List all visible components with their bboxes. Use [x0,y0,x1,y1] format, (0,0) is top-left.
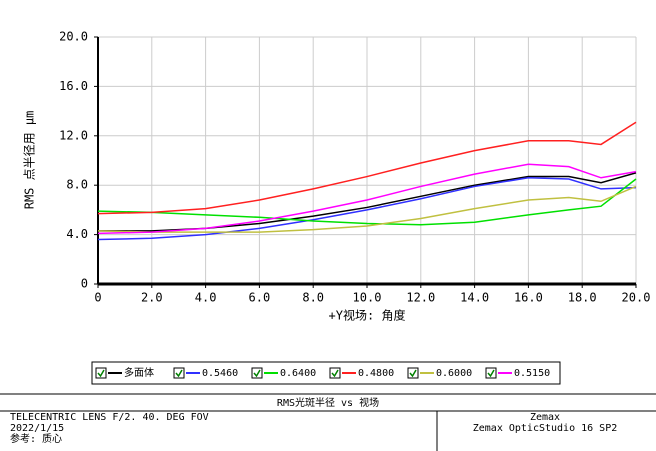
legend-check [409,369,417,378]
y-tick-label: 12.0 [59,128,88,142]
y-tick-label: 20.0 [59,30,88,44]
legend-label: 多面体 [124,366,154,379]
x-tick-label: 10.0 [353,291,382,305]
x-tick-label: 18.0 [568,291,597,305]
y-tick-label: 16.0 [59,79,88,93]
footer-text: 参考: 质心 [10,432,62,445]
x-tick-label: 14.0 [460,291,489,305]
legend-checkbox [407,367,419,379]
x-tick-label: 8.0 [302,291,324,305]
series-line [97,185,637,233]
series-line [97,178,637,226]
footer-text: Zemax OpticStudio 16 SP2 [473,423,618,434]
x-axis-label: +Y视场: 角度 [329,308,406,323]
legend-box [91,361,561,385]
legend-checkbox [95,367,107,379]
legend-label: 0.5460 [202,368,238,379]
legend-label: 0.4800 [358,368,394,379]
x-tick-label: 12.0 [406,291,435,305]
x-tick-label: 4.0 [195,291,217,305]
legend-label: 0.6000 [436,368,472,379]
series-line [97,163,637,235]
legend-check [253,369,261,378]
footer-text: Zemax [530,412,560,423]
legend-check [331,369,339,378]
series-line [97,177,637,241]
y-tick-label: 8.0 [66,178,88,192]
x-tick-label: 0 [94,291,101,305]
y-axis-label: RMS 点半径用 μm [23,111,37,210]
legend-check [175,369,183,378]
y-tick-label: 4.0 [66,227,88,241]
footer-text: TELECENTRIC LENS F/2. 40. DEG FOV [10,412,209,423]
footer-title: RMS光斑半径 vs 视场 [277,396,379,409]
legend-checkbox [251,367,263,379]
legend-label: 0.5150 [514,368,550,379]
x-tick-label: 20.0 [622,291,651,305]
legend-checkbox [329,367,341,379]
legend-checkbox [173,367,185,379]
x-tick-label: 16.0 [514,291,543,305]
x-tick-label: 6.0 [249,291,271,305]
y-tick-label: 0 [81,277,88,291]
legend-label: 0.6400 [280,368,316,379]
footer-text: 2022/1/15 [10,423,64,434]
x-tick-label: 2.0 [141,291,163,305]
legend-checkbox [485,367,497,379]
legend-check [97,369,105,378]
legend-check [487,369,495,378]
series-line [97,121,637,215]
